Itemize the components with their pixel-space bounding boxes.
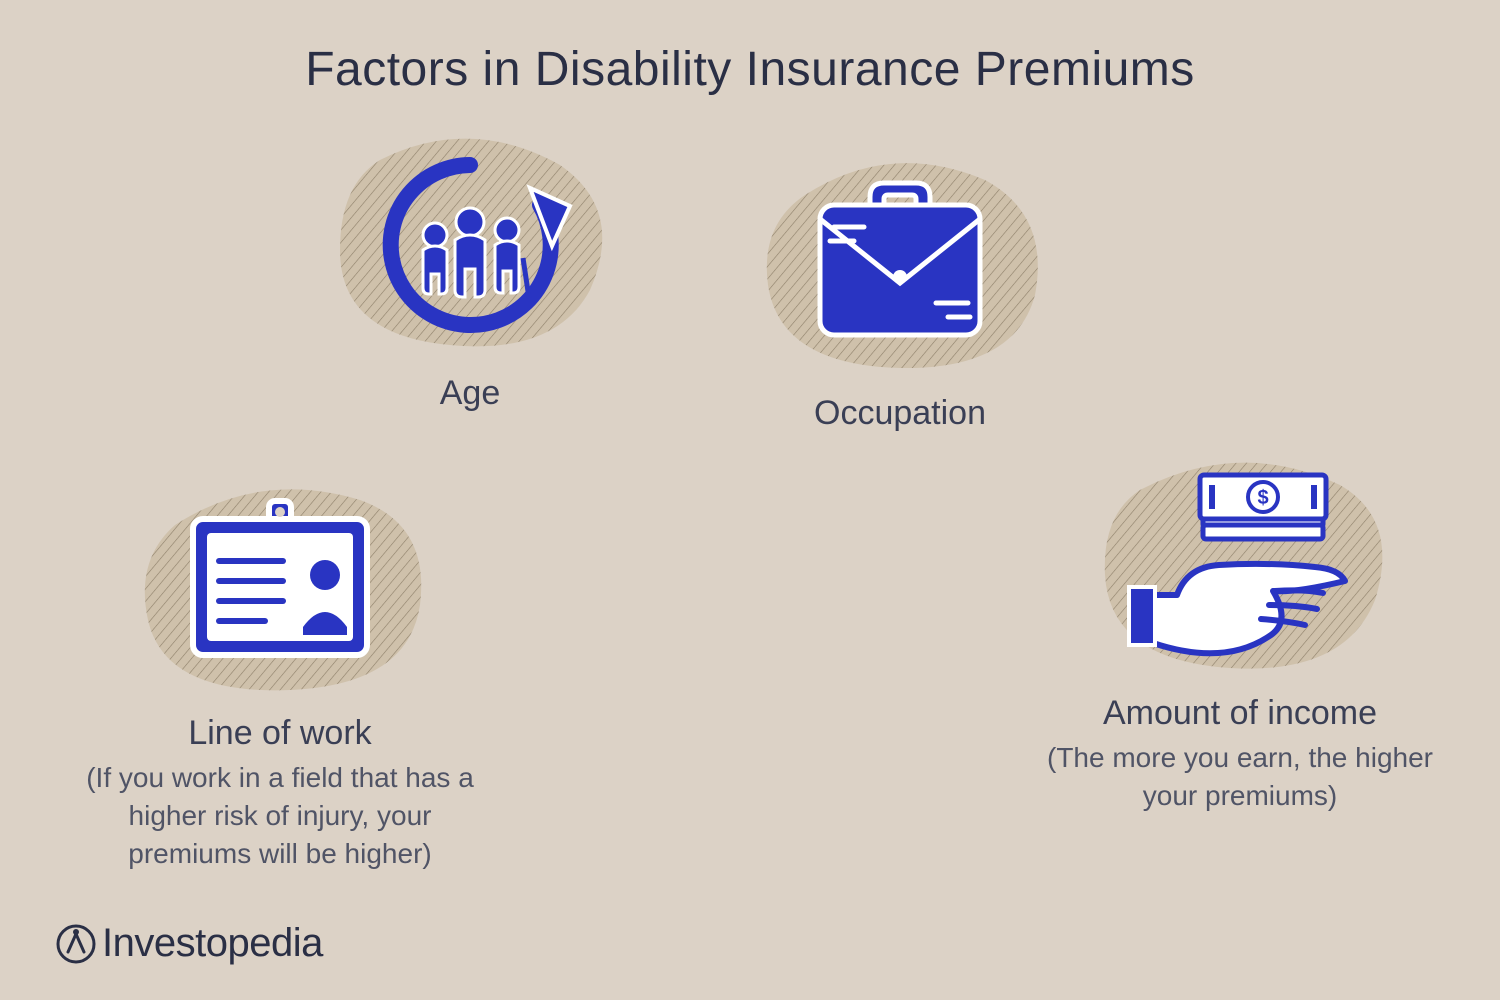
factor-income: $ Amount of income (The more you earn, t… <box>1030 450 1450 815</box>
age-cycle-icon <box>320 130 620 360</box>
svg-text:$: $ <box>1257 487 1268 509</box>
id-badge-icon <box>130 470 430 700</box>
factor-age: Age <box>300 130 640 413</box>
factor-occupation-label: Occupation <box>730 394 1070 433</box>
brand: Investopedia <box>56 921 323 966</box>
factor-line-label: Line of work <box>80 714 480 753</box>
factor-income-label: Amount of income <box>1030 694 1450 733</box>
factor-occupation: Occupation <box>730 150 1070 433</box>
factor-line-sub: (If you work in a field that has a highe… <box>80 759 480 872</box>
briefcase-icon <box>750 150 1050 380</box>
hand-money-icon: $ <box>1090 450 1390 680</box>
page-title: Factors in Disability Insurance Premiums <box>0 42 1500 97</box>
factor-income-sub: (The more you earn, the higher your prem… <box>1030 739 1450 815</box>
factor-line-of-work: Line of work (If you work in a field tha… <box>80 470 480 872</box>
brand-text: Investopedia <box>102 921 323 966</box>
investopedia-logo-icon <box>56 924 96 964</box>
factor-age-label: Age <box>300 374 640 413</box>
